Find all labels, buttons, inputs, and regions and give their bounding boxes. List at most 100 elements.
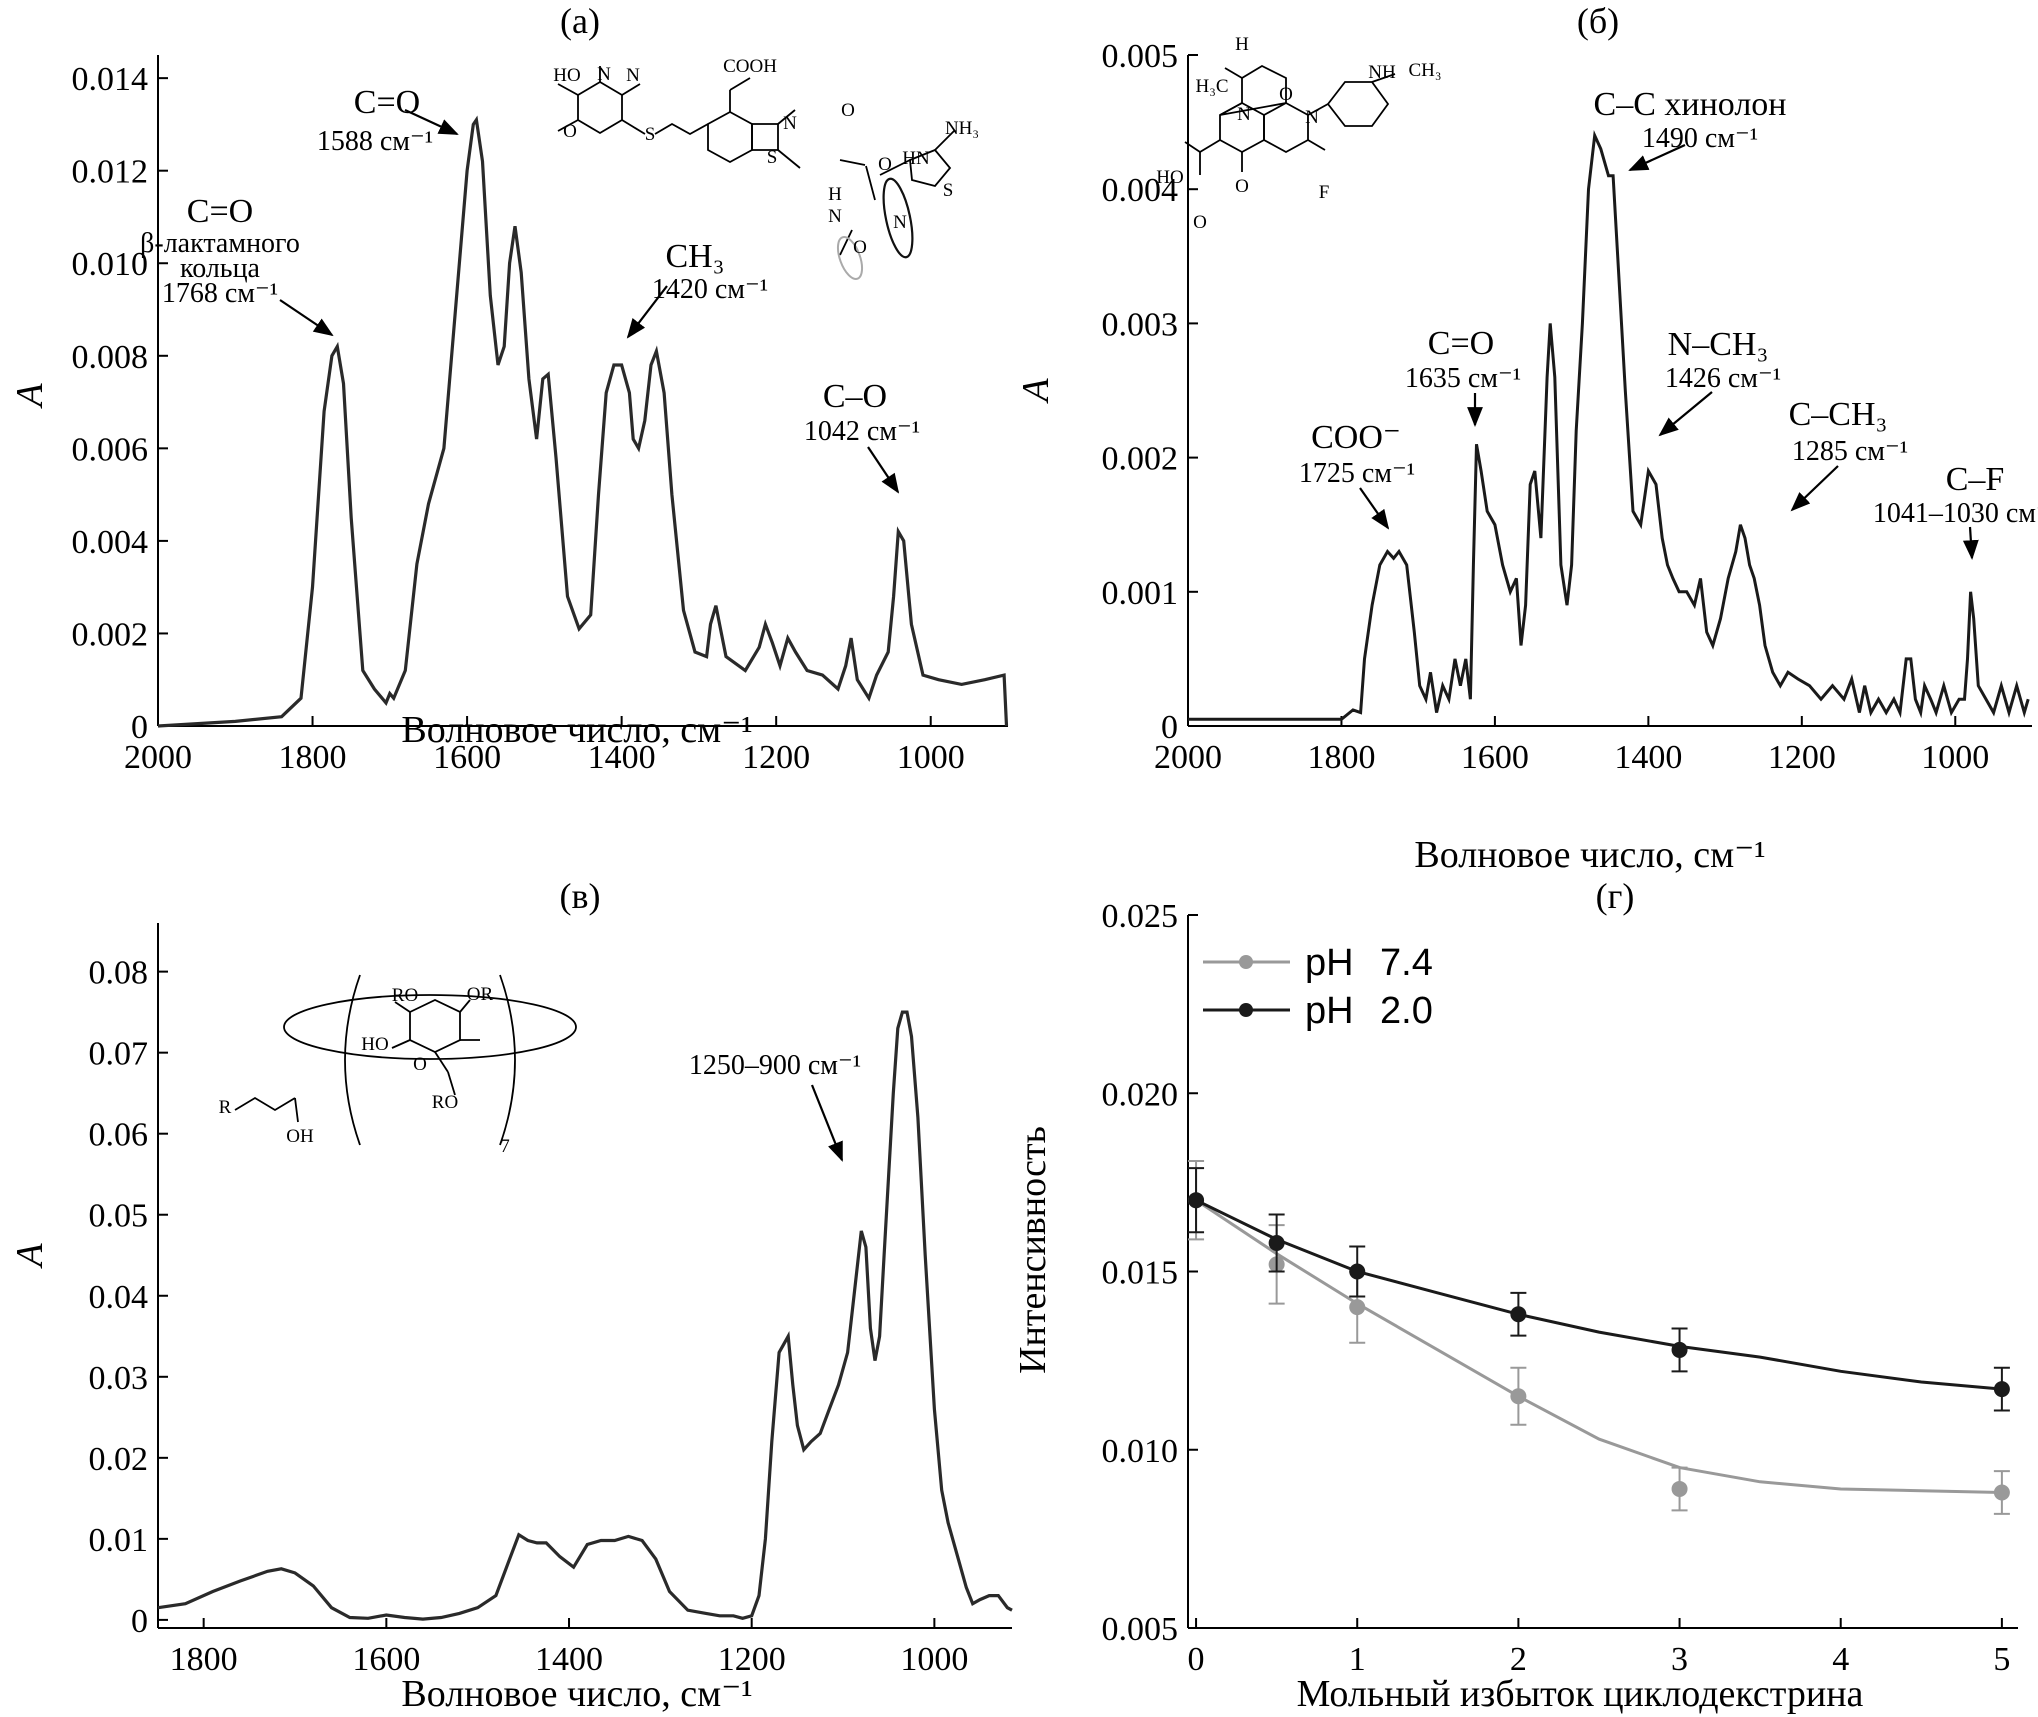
panel-a-y-axis-label: A [9, 383, 51, 410]
x-tick-label: 1000 [897, 739, 965, 776]
structure-atom-label: O [853, 237, 867, 258]
structure-atom-label: OH [286, 1126, 314, 1147]
y-tick-label: 0.015 [1102, 1255, 1179, 1292]
structure-atom-label: H [828, 184, 842, 205]
panel-v-x-axis-label: Волновое число, см⁻¹ [401, 1673, 752, 1715]
annotation-arrow [810, 1084, 844, 1162]
x-tick-label: 1600 [352, 1641, 420, 1678]
panel-g-ticks: 0 1 2 3 4 5 0.005 0.010 0.015 0.020 0.025 [1102, 898, 2011, 1678]
structure-atom-label: HO [1156, 167, 1183, 188]
annotation-arrow [867, 446, 900, 494]
legend-label: pH [1305, 990, 1354, 1032]
x-tick-label: 1400 [535, 1641, 603, 1678]
y-tick-label: 0.020 [1102, 1076, 1179, 1113]
annotation-line: C–C хинолон [1594, 86, 1787, 123]
legend-value: 7.4 [1380, 942, 1433, 984]
data-point [1993, 1484, 2010, 1501]
x-tick-label: 5 [1993, 1641, 2010, 1678]
structure-atom-label: NH₃ [945, 118, 979, 139]
data-point [1268, 1234, 1285, 1251]
y-tick-label: 0.03 [89, 1360, 149, 1397]
x-tick-label: 2000 [1154, 739, 1222, 776]
data-point [1671, 1341, 1688, 1358]
annotation-arrow [1658, 391, 1713, 437]
panel-v-ticks: 1800 1600 1400 1200 1000 0 0.01 0.02 0.03 0.04 0.0… [89, 955, 969, 1678]
series-ph74 [1188, 1159, 2010, 1515]
structure-atom-label: N [626, 65, 640, 86]
panel-v-label: (в) [560, 876, 601, 916]
legend-item-ph74: pH 7.4 [1203, 942, 1433, 984]
annotation-arrow [1628, 143, 1686, 172]
x-tick-label: 1800 [170, 1641, 238, 1678]
annotation-line: кольца [180, 253, 261, 284]
y-tick-label: 0 [131, 1603, 148, 1640]
structure-atom-label: HO [361, 1034, 388, 1055]
y-tick-label: 0.010 [1102, 1433, 1179, 1470]
y-tick-label: 0.008 [72, 339, 149, 376]
structure-atom-label: O [1279, 84, 1293, 105]
structure-atom-label: R [219, 1097, 232, 1118]
y-tick-label: 0.005 [1102, 1611, 1179, 1648]
annotation-arrow [279, 299, 334, 337]
structure-atom-label: H₃C [1195, 76, 1228, 97]
data-point [1349, 1263, 1366, 1280]
structure-atom-label: O [878, 154, 892, 175]
data-point [1510, 1306, 1527, 1323]
y-tick-label: 0.08 [89, 955, 149, 992]
annotation-a-1768: C=O β-лактамного кольца 1768 см⁻¹ [140, 193, 334, 337]
structure-atom-label: HO [553, 65, 580, 86]
annotation-line: 1725 см⁻¹ [1299, 458, 1415, 489]
panel-v-axes [157, 923, 1012, 1629]
series-line [1195, 1198, 2003, 1391]
y-tick-label: 0.012 [72, 154, 149, 191]
data-point [1671, 1480, 1688, 1497]
panel-a-axes [157, 55, 1008, 727]
panel-a-ticks: 2000 1800 1600 1400 1200 1000 0 0.002 0.004 0.006… [72, 61, 965, 776]
structure-atom-label: N [1305, 107, 1319, 128]
annotation-line: 1768 см⁻¹ [162, 278, 278, 309]
annotation-line: β-лактамного [140, 228, 300, 259]
annotation-line: C=O [1428, 325, 1494, 362]
structure-atom-label: O [563, 121, 577, 142]
structure-atom-label: H [1235, 34, 1249, 55]
x-tick-label: 1400 [588, 739, 656, 776]
y-tick-label: 0.014 [72, 61, 149, 98]
panel-b: (б) 2000 1800 1600 1400 1200 1000 0 0.001 0.002 0… [1015, 1, 2038, 876]
x-tick-label: 1200 [718, 1641, 786, 1678]
series-ph20 [1188, 1167, 2010, 1412]
annotation-line: C=O [354, 84, 420, 121]
x-tick-label: 1000 [1921, 739, 1989, 776]
structure-atom-label: COOH [723, 56, 777, 77]
structure-atom-label: RO [432, 1092, 458, 1113]
legend-label: pH [1305, 942, 1354, 984]
y-tick-label: 0.05 [89, 1198, 149, 1235]
annotation-b-1725: COO⁻ 1725 см⁻¹ [1299, 419, 1415, 530]
legend-swatch-marker [1239, 1003, 1253, 1017]
panel-v-molecule-structure: RO OR HO O RO 7 R OH [219, 974, 577, 1157]
y-tick-label: 0 [1161, 709, 1178, 746]
x-tick-label: 2000 [124, 739, 192, 776]
x-tick-label: 2 [1510, 1641, 1527, 1678]
panel-b-molecule-structure: H₃C H O N N NH CH₃ F O HO O [1156, 34, 1441, 233]
panel-g-y-axis-label: Интенсивность [1012, 1126, 1054, 1374]
legend-swatch-marker [1239, 955, 1253, 969]
y-tick-label: 0.004 [72, 524, 149, 561]
annotation-line: C–O [823, 378, 887, 415]
annotation-b-1426: N–CH₃ 1426 см⁻¹ [1658, 326, 1781, 437]
annotation-line: 1250–900 см⁻¹ [689, 1050, 861, 1081]
annotation-line: 1420 см⁻¹ [652, 274, 768, 305]
y-tick-label: 0.04 [89, 1279, 149, 1316]
annotation-a-1588: C=O 1588 см⁻¹ [317, 84, 459, 157]
structure-atom-label: S [645, 124, 656, 145]
x-tick-label: 1200 [1768, 739, 1836, 776]
panel-g-label: (г) [1596, 876, 1635, 916]
panel-v: (в) 1800 1600 1400 1200 1000 0 0.01 0.02 0.03 0.0… [9, 876, 1013, 1715]
panel-b-label: (б) [1577, 1, 1619, 41]
panel-v-spectrum-line [157, 1010, 1013, 1621]
structure-atom-label: N [828, 206, 842, 227]
y-tick-label: 0.002 [1102, 441, 1179, 478]
structure-atom-label: N [1237, 104, 1251, 125]
structure-atom-label: OR [467, 984, 494, 1005]
panel-g: (г) 0 1 2 3 4 5 0.005 0.010 0.015 0.020 0.025 Моль… [1012, 876, 2018, 1715]
legend: pH 7.4 pH 2.0 [1203, 942, 1433, 1032]
